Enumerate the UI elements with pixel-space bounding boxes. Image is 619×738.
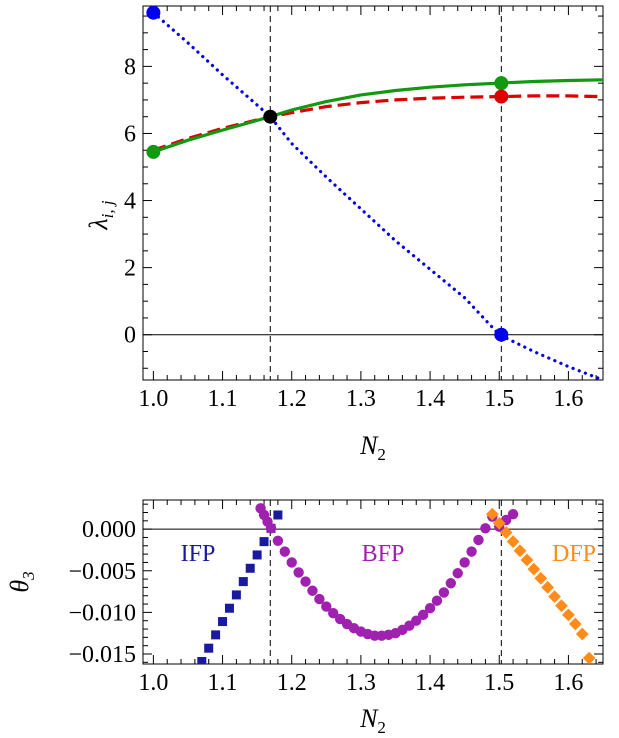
x-tick-label: 1.3: [346, 386, 376, 412]
y-tick-label: 0: [124, 323, 136, 349]
y-tick-label: 8: [124, 54, 136, 80]
data-point-circle: [459, 557, 470, 568]
data-point: [494, 76, 509, 91]
x-tick-label: 1.5: [484, 386, 514, 412]
plot-frame: [142, 499, 604, 665]
data-point-diamond: [513, 544, 527, 558]
data-point-circle: [438, 587, 450, 598]
x-tick-label: 1.0: [138, 670, 168, 696]
series-line-dotted: [151, 11, 603, 380]
data-point-diamond: [582, 651, 596, 664]
data-point-circle: [411, 615, 422, 626]
data-point: [494, 89, 509, 104]
data-point-circle: [286, 557, 297, 568]
series-line-dashed: [152, 94, 603, 152]
data-point-square: [218, 617, 228, 627]
data-point-circle: [321, 601, 332, 612]
data-point-square: [238, 577, 248, 587]
data-point: [494, 327, 509, 342]
plot-area: [151, 11, 603, 380]
data-point-diamond: [527, 562, 541, 576]
data-point-circle: [507, 508, 519, 520]
data-point: [146, 144, 161, 159]
y-tick-label: 0.000: [82, 517, 136, 543]
plot-frame: [142, 5, 604, 381]
data-point-diamond: [555, 599, 568, 613]
data-point-diamond: [541, 581, 555, 594]
y-tick-label: 4: [124, 189, 136, 215]
x-tick-label: 1.4: [415, 386, 445, 412]
data-point-square: [273, 510, 283, 520]
y-tick-label: −0.010: [68, 600, 136, 626]
region-label-ifp: IFP: [181, 541, 216, 567]
data-point: [146, 5, 161, 20]
y-tick-label: 2: [124, 256, 136, 282]
data-point-square: [197, 657, 207, 664]
y-tick-label: −0.015: [68, 642, 136, 668]
data-point-circle: [307, 585, 318, 596]
data-point-circle: [265, 523, 277, 534]
data-point-circle: [473, 534, 484, 546]
plot-area: [197, 503, 596, 664]
data-point-diamond: [568, 617, 582, 631]
data-point: [263, 109, 278, 124]
x-tick-label: 1.2: [277, 386, 307, 412]
data-point-square: [211, 630, 221, 640]
x-tick-label: 1.6: [553, 670, 583, 696]
data-point-diamond: [562, 608, 575, 622]
data-point-square: [252, 550, 262, 560]
theta-chart: 1.0 1.1 1.2 1.3 1.4 1.5 1.6 0.000 −0.005 −0.010 −0…: [5, 499, 604, 737]
data-point-square: [204, 643, 214, 653]
data-point-circle: [328, 608, 339, 619]
x-tick-label: 1.2: [277, 670, 307, 696]
data-point-circle: [445, 578, 457, 589]
x-tick-label: 1.0: [138, 386, 168, 412]
data-point-diamond: [506, 535, 520, 548]
data-point-circle: [466, 546, 477, 557]
y-axis-title: λi, j: [84, 200, 117, 230]
region-label-dfp: DFP: [552, 541, 596, 567]
data-point-circle: [272, 535, 284, 546]
series-line-solid: [152, 78, 603, 154]
x-tick-label: 1.6: [553, 386, 583, 412]
data-point-circle: [452, 568, 463, 579]
data-point-square: [224, 603, 234, 613]
x-tick-label: 1.5: [484, 670, 514, 696]
data-point-circle: [431, 595, 443, 606]
x-tick-label: 1.4: [415, 670, 445, 696]
data-point-square: [259, 537, 269, 547]
data-point-square: [245, 563, 255, 573]
data-point-circle: [314, 593, 325, 605]
data-point-circle: [293, 567, 304, 578]
x-tick-label: 1.1: [208, 670, 238, 696]
x-tick-label: 1.3: [346, 670, 376, 696]
data-point-diamond: [534, 571, 548, 585]
region-label-bfp: BFP: [362, 541, 405, 567]
data-point-diamond: [548, 590, 561, 603]
y-axis-title: θ3: [5, 571, 38, 592]
data-point-diamond: [575, 627, 589, 641]
data-point-circle: [417, 609, 429, 621]
x-axis-title: N2: [359, 704, 386, 737]
data-point-diamond: [520, 553, 534, 567]
data-point-circle: [480, 523, 491, 534]
data-point-circle: [424, 603, 436, 614]
x-axis-title: N2: [359, 431, 386, 464]
x-tick-label: 1.1: [208, 386, 238, 412]
y-tick-label: −0.005: [68, 559, 136, 585]
data-point-square: [231, 590, 241, 600]
data-point-circle: [279, 546, 291, 557]
data-point-circle: [300, 576, 311, 587]
lambda-chart: 1.0 1.1 1.2 1.3 1.4 1.5 1.6 0 2 4 6 8 N2 λi, j: [84, 5, 604, 464]
y-tick-label: 6: [124, 121, 136, 147]
